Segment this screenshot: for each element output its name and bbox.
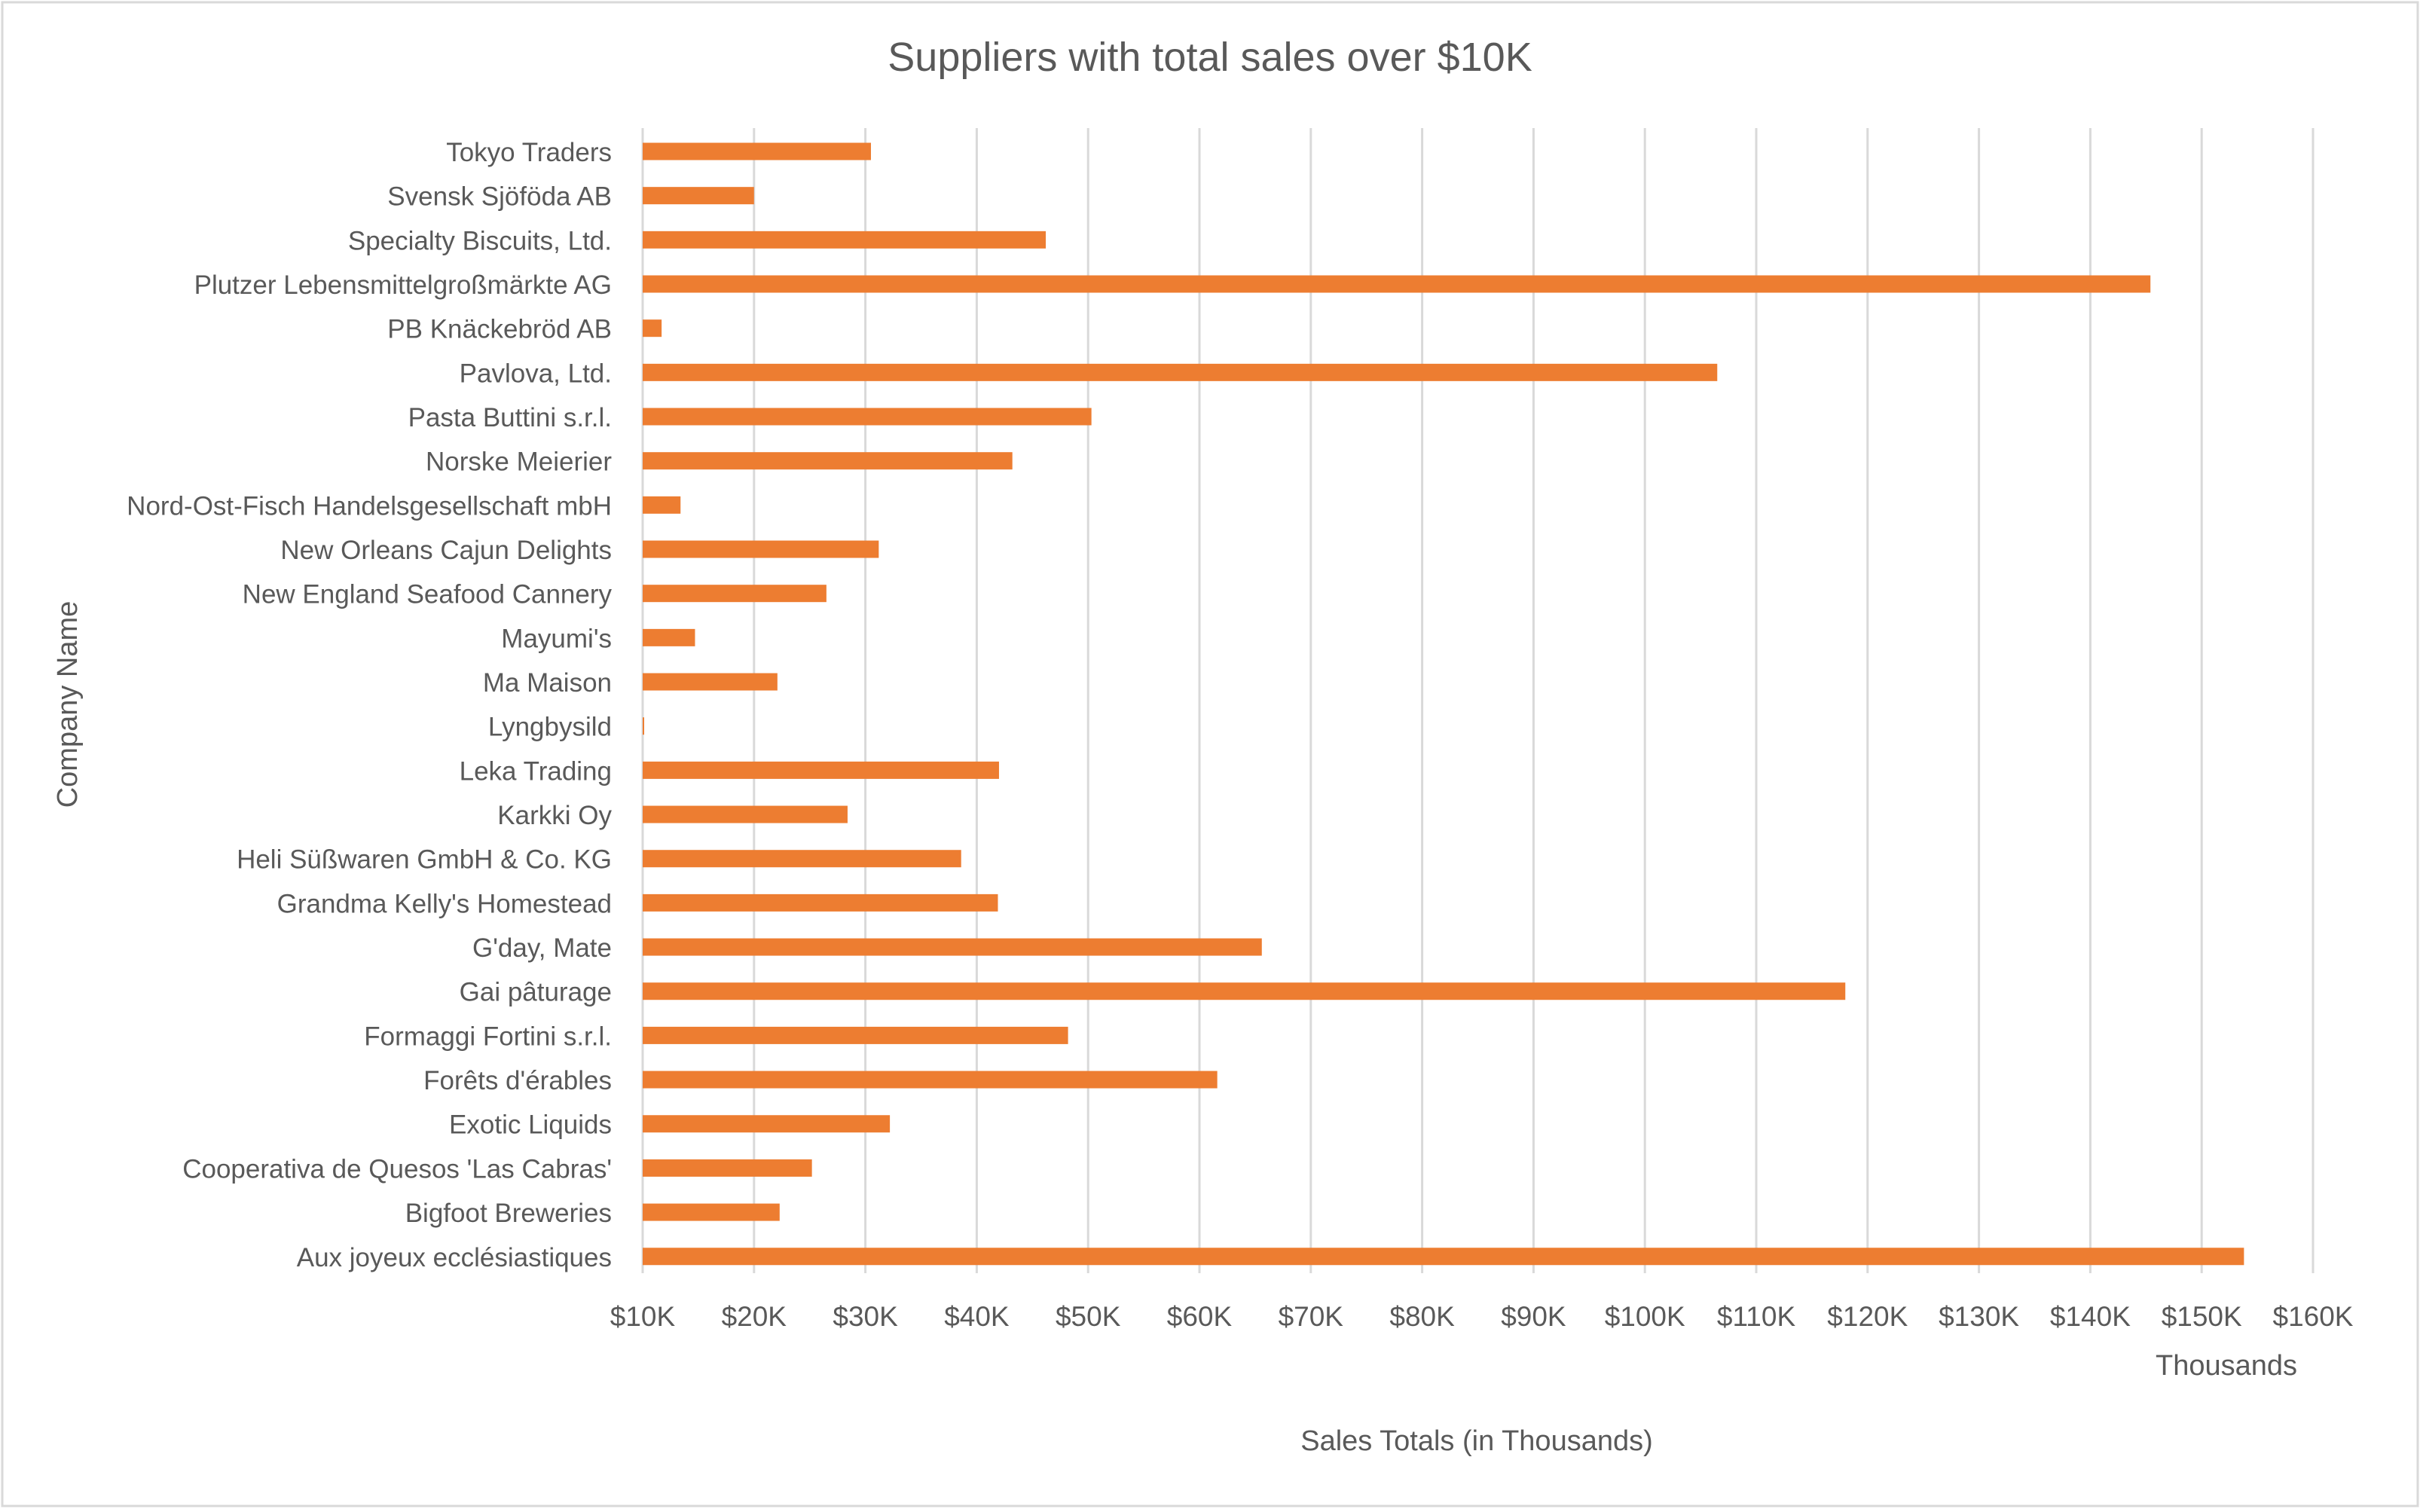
category-label: Norske Meierier [426,447,612,477]
category-label: New Orleans Cajun Delights [280,536,612,565]
x-tick-label: $90K [1501,1301,1566,1332]
x-tick-label: $160K [2273,1301,2354,1332]
category-label: Bigfoot Breweries [405,1199,612,1228]
category-label: Specialty Biscuits, Ltd. [348,226,612,255]
category-labels: Tokyo Traders Svensk Sjöföda AB Specialty … [127,138,612,1272]
bar [643,408,1092,426]
category-label: New England Seafood Cannery [243,580,613,609]
bar [643,142,871,160]
x-tick-labels: $10K $20K $30K $40K $50K $60K $70K $80K $90K $100… [610,1301,2354,1332]
chart-title: Suppliers with total sales over $10K [888,35,1532,80]
bar [643,850,961,868]
x-tick-label: $70K [1279,1301,1344,1332]
category-label: Formaggi Fortini s.r.l. [364,1022,612,1051]
bar [643,1071,1218,1089]
bar [643,717,644,735]
bar [643,363,1718,381]
bars [643,142,2244,1266]
x-tick-label: $30K [833,1301,898,1332]
category-label: Forêts d'érables [423,1066,612,1095]
bar [643,585,827,603]
bar [643,673,778,691]
x-tick-label: $80K [1389,1301,1455,1332]
category-label: Ma Maison [483,668,612,698]
x-tick-label: $110K [1717,1301,1796,1332]
category-label: Tokyo Traders [446,138,612,167]
x-tick-label: $140K [2050,1301,2131,1332]
category-label: Grandma Kelly's Homestead [277,889,612,918]
category-label: G'day, Mate [472,933,612,963]
category-label: Heli Süßwaren GmbH & Co. KG [237,845,612,875]
display-units-label: Thousands [2156,1350,2297,1382]
x-tick-label: $20K [722,1301,787,1332]
bar [643,319,662,338]
bar [643,628,695,646]
bar [643,1115,891,1133]
x-tick-label: $150K [2162,1301,2242,1332]
bar [643,1159,812,1177]
bar [643,452,1013,470]
category-label: Pavlova, Ltd. [460,359,612,388]
category-label: Aux joyeux ecclésiastiques [297,1243,612,1272]
bar [643,938,1262,956]
x-tick-label: $60K [1167,1301,1233,1332]
category-label: Plutzer Lebensmittelgroßmärkte AG [194,270,612,300]
category-label: Svensk Sjöföda AB [387,182,612,212]
x-tick-label: $130K [1939,1301,2019,1332]
bar [643,805,848,823]
bar [643,893,998,912]
category-label: Lyngbysild [488,713,612,742]
x-tick-label: $50K [1056,1301,1121,1332]
x-axis-title: Sales Totals (in Thousands) [1300,1425,1653,1457]
bar [643,982,1846,1000]
category-label: Leka Trading [460,756,612,786]
bar [643,761,999,779]
bar [643,1203,780,1221]
bar [643,231,1047,249]
x-tick-label: $40K [944,1301,1010,1332]
bar [643,496,681,514]
category-label: Pasta Buttini s.r.l. [408,403,612,432]
x-tick-label: $120K [1827,1301,1908,1332]
x-tick-label: $10K [610,1301,676,1332]
bar [643,187,754,205]
bar [643,275,2151,293]
category-label: Cooperativa de Quesos 'Las Cabras' [182,1154,612,1184]
x-tick-label: $100K [1605,1301,1685,1332]
category-label: Exotic Liquids [449,1110,612,1140]
category-label: Mayumi's [501,624,612,653]
bar [643,540,879,558]
category-label: Gai pâturage [460,978,612,1007]
bar [643,1248,2244,1266]
category-label: Nord-Ost-Fisch Handelsgesellschaft mbH [127,491,612,521]
y-axis-title: Company Name [52,601,84,808]
category-label: PB Knäckebröd AB [387,315,612,344]
bar [643,1026,1068,1044]
category-label: Karkki Oy [497,801,612,830]
